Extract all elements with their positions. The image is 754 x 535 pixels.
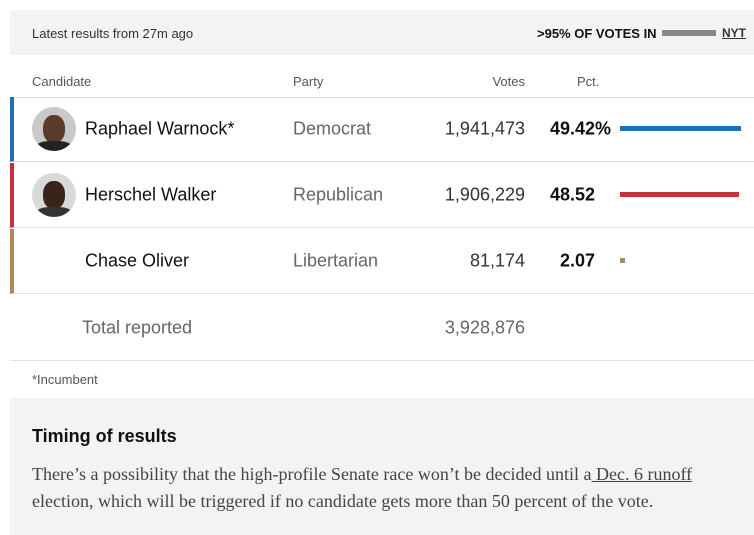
- votes: 1,941,473: [445, 119, 525, 140]
- candidate-name: Chase Oliver: [85, 251, 189, 272]
- photo-shirt: [36, 207, 72, 217]
- percent: 48.52: [550, 185, 595, 206]
- votes: 1,906,229: [445, 185, 525, 206]
- timing-text-before: There’s a possibility that the high-prof…: [32, 464, 592, 484]
- candidate-name: Herschel Walker: [85, 185, 216, 206]
- timing-text: There’s a possibility that the high-prof…: [32, 461, 732, 515]
- footnote: *Incumbent: [32, 372, 98, 387]
- column-header: Votes: [492, 74, 525, 89]
- candidate-row: Chase Oliver Libertarian 81,174 2.07: [10, 229, 754, 294]
- page: Latest results from 27m ago >95% OF VOTE…: [0, 0, 754, 535]
- percent: 2.07: [560, 251, 595, 272]
- party: Republican: [293, 185, 383, 206]
- candidate-name: Raphael Warnock*: [85, 119, 234, 140]
- photo-face: [43, 115, 65, 143]
- party: Libertarian: [293, 251, 378, 272]
- candidate-row: Herschel Walker Republican 1,906,229 48.52: [10, 163, 754, 228]
- updated-text: Latest results from 27m ago: [32, 26, 193, 41]
- total-row: Total reported 3,928,876: [10, 295, 754, 361]
- candidate-photo: [32, 173, 76, 217]
- timing-text-after: election, which will be triggered if no …: [32, 491, 653, 511]
- photo-shirt: [36, 141, 72, 151]
- total-votes: 3,928,876: [445, 317, 525, 338]
- column-header: Party: [293, 74, 323, 89]
- candidate-photo: [32, 107, 76, 151]
- total-label: Total reported: [82, 317, 192, 338]
- timing-box: Timing of results There’s a possibility …: [10, 398, 754, 535]
- runoff-link[interactable]: Dec. 6 runoff: [592, 464, 693, 484]
- percent-bar: [620, 258, 625, 263]
- percent-bar: [620, 126, 741, 131]
- votes: 81,174: [470, 251, 525, 272]
- photo-face: [43, 181, 65, 209]
- party: Democrat: [293, 119, 371, 140]
- timing-title: Timing of results: [32, 426, 177, 447]
- column-header: Candidate: [32, 74, 91, 89]
- source-link[interactable]: NYT: [722, 26, 746, 40]
- column-header: Pct.: [577, 74, 599, 89]
- reporting-bar: [662, 30, 716, 36]
- candidate-row: Raphael Warnock* Democrat 1,941,473 49.42%: [10, 97, 754, 162]
- percent: 49.42%: [550, 119, 611, 140]
- reporting-text: >95% OF VOTES IN: [537, 26, 657, 41]
- percent-bar: [620, 192, 739, 197]
